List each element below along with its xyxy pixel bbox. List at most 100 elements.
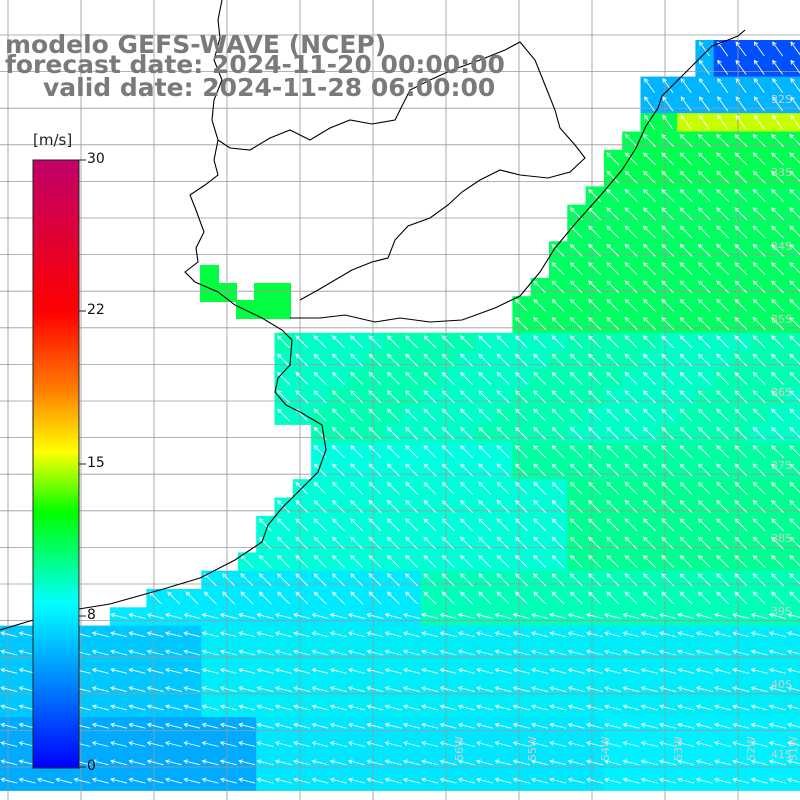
wind-arrow bbox=[423, 463, 437, 477]
wind-arrow bbox=[110, 704, 128, 711]
wind-arrow bbox=[624, 188, 638, 202]
wind-arrow bbox=[752, 243, 766, 257]
wind-arrow bbox=[734, 134, 748, 148]
wind-arrow bbox=[240, 573, 254, 587]
wind-arrow bbox=[713, 759, 731, 766]
wind-arrow bbox=[386, 335, 400, 349]
wind-arrow bbox=[640, 649, 658, 656]
wind-arrow bbox=[531, 667, 549, 674]
wind-arrow bbox=[679, 243, 693, 257]
wind-arrow bbox=[311, 686, 329, 693]
wind-arrow bbox=[421, 741, 439, 747]
wind-arrow bbox=[366, 631, 384, 638]
wind-arrow bbox=[91, 777, 109, 784]
wind-arrow bbox=[642, 518, 656, 532]
wind-arrow bbox=[368, 390, 382, 404]
wind-arrow bbox=[697, 188, 711, 202]
wind-arrow bbox=[329, 686, 347, 693]
wind-arrow bbox=[514, 353, 528, 367]
wind-arrow bbox=[350, 371, 364, 385]
wind-arrow bbox=[679, 500, 693, 514]
wind-arrow bbox=[642, 445, 656, 459]
wind-arrow bbox=[146, 686, 164, 693]
wind-arrow bbox=[606, 445, 620, 459]
wind-arrow bbox=[439, 741, 457, 747]
wind-speed-cell bbox=[786, 40, 800, 59]
wind-arrow bbox=[91, 759, 109, 766]
wind-arrow bbox=[771, 134, 785, 148]
wind-arrow bbox=[588, 500, 602, 514]
wind-arrow bbox=[329, 667, 347, 674]
wind-arrow bbox=[606, 225, 620, 239]
wind-arrow bbox=[585, 759, 603, 766]
wind-arrow bbox=[606, 500, 620, 514]
wind-arrow bbox=[128, 704, 146, 711]
wind-speed-cell bbox=[786, 607, 800, 627]
wind-speed-cell bbox=[786, 58, 800, 78]
wind-arrow bbox=[661, 207, 675, 221]
wind-arrow bbox=[350, 445, 364, 459]
wind-arrow bbox=[421, 686, 439, 693]
wind-arrow bbox=[165, 667, 183, 674]
wind-arrow bbox=[789, 390, 800, 402]
wind-speed-cell bbox=[786, 351, 800, 370]
wind-arrow bbox=[350, 536, 364, 550]
wind-arrow bbox=[441, 335, 455, 349]
wind-arrow bbox=[350, 573, 364, 587]
wind-speed-cell bbox=[272, 283, 291, 302]
wind-arrow bbox=[460, 554, 474, 568]
wind-arrow bbox=[240, 591, 254, 605]
wind-arrow bbox=[331, 426, 345, 440]
wind-arrow bbox=[201, 667, 219, 674]
wind-arrow bbox=[606, 207, 620, 221]
wind-arrow bbox=[588, 225, 602, 239]
wind-speed-cell bbox=[786, 479, 800, 499]
wind-arrow bbox=[533, 500, 547, 514]
wind-arrow bbox=[91, 667, 109, 674]
wind-arrow bbox=[478, 463, 492, 477]
wind-arrow bbox=[460, 463, 474, 477]
wind-arrow bbox=[768, 686, 786, 693]
wind-arrow bbox=[110, 759, 128, 766]
wind-arrow bbox=[274, 722, 292, 729]
wind-arrow bbox=[734, 298, 748, 312]
wind-arrow bbox=[734, 207, 748, 221]
wind-arrow bbox=[295, 518, 309, 532]
wind-arrow bbox=[789, 426, 800, 439]
wind-arrow bbox=[146, 759, 164, 766]
wind-arrow bbox=[697, 134, 711, 148]
wind-arrow bbox=[0, 631, 18, 638]
wind-arrow bbox=[768, 612, 786, 619]
wind-arrow bbox=[514, 390, 528, 404]
wind-arrow bbox=[642, 243, 656, 257]
wind-arrow bbox=[348, 777, 366, 784]
wind-arrow bbox=[348, 686, 366, 693]
wind-arrow bbox=[569, 390, 583, 404]
wind-arrow bbox=[567, 686, 585, 693]
wind-arrow bbox=[295, 573, 309, 587]
wind-arrow bbox=[622, 741, 640, 747]
wind-arrow bbox=[331, 536, 345, 550]
wind-arrow bbox=[642, 317, 656, 331]
wind-arrow bbox=[716, 262, 730, 276]
wind-arrow bbox=[0, 759, 18, 766]
wind-arrow bbox=[606, 554, 620, 568]
wind-arrow bbox=[384, 777, 402, 784]
wind-arrow bbox=[771, 152, 785, 166]
wind-arrow bbox=[606, 481, 620, 495]
wind-arrow bbox=[697, 591, 711, 605]
wind-arrow bbox=[697, 426, 711, 440]
wind-arrow bbox=[384, 686, 402, 693]
wind-arrow bbox=[716, 371, 730, 385]
wind-arrow bbox=[110, 649, 128, 656]
wind-arrow bbox=[386, 371, 400, 385]
wind-arrow bbox=[421, 667, 439, 674]
wind-arrow bbox=[624, 243, 638, 257]
wind-arrow bbox=[642, 426, 656, 440]
wind-arrow bbox=[789, 500, 800, 512]
wind-arrow bbox=[274, 777, 292, 784]
wind-arrow bbox=[658, 612, 677, 619]
wind-arrow bbox=[750, 612, 768, 619]
wind-arrow bbox=[531, 777, 549, 784]
wind-arrow bbox=[771, 591, 785, 605]
